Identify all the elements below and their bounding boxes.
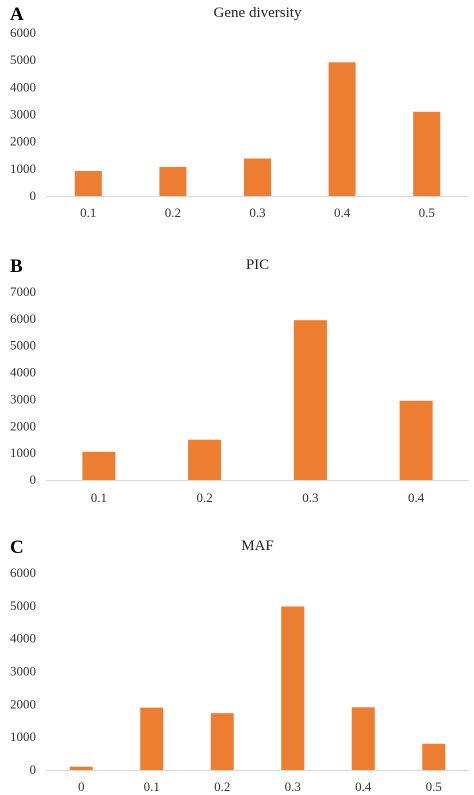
y-tick-label: 4000 [10, 631, 36, 646]
x-tick-label: 0.1 [80, 205, 96, 220]
y-tick-label: 4000 [10, 365, 36, 380]
bar [244, 158, 271, 196]
bar [82, 451, 116, 480]
chart-panel-a: A Gene diversity 0 1000 2000 3000 4000 5000 6000… [10, 4, 469, 220]
y-tick-label: 3000 [10, 107, 36, 122]
y-tick-label: 2000 [10, 134, 36, 149]
bar [159, 166, 187, 196]
x-tick-label: 0.1 [91, 490, 107, 505]
panel-label: C [10, 537, 24, 558]
y-tick-label: 5000 [10, 338, 36, 353]
chart-title: MAF [241, 538, 274, 554]
y-tick-label: 2000 [10, 418, 36, 433]
x-tick-label: 0.3 [285, 779, 301, 794]
x-tick-label: 0.2 [214, 779, 230, 794]
x-tick-label: 0.4 [355, 779, 372, 794]
panel-label: A [10, 4, 24, 25]
chart-title: Gene diversity [214, 5, 302, 21]
y-tick-label: 3000 [10, 664, 36, 679]
y-tick-label: 0 [30, 188, 37, 203]
bar [188, 439, 222, 480]
bar [293, 320, 327, 480]
bar [399, 400, 433, 480]
y-tick-label: 5000 [10, 52, 36, 67]
chart-panel-b: B PIC 0 1000 2000 3000 4000 5000 6000 7000 0.1 0.2 0… [10, 256, 469, 505]
x-tick-label: 0.3 [249, 205, 265, 220]
x-tick-label: 0 [78, 779, 85, 794]
y-tick-label: 1000 [10, 161, 36, 176]
x-tick-label: 0.4 [334, 205, 351, 220]
x-tick-label: 0.5 [419, 205, 435, 220]
y-tick-label: 6000 [10, 565, 36, 580]
bar [328, 62, 356, 197]
y-tick-label: 3000 [10, 391, 36, 406]
bar [413, 111, 441, 196]
y-tick-label: 6000 [10, 25, 36, 40]
x-tick-label: 0.1 [144, 779, 160, 794]
y-tick-label: 1000 [10, 729, 36, 744]
x-tick-label: 0.3 [302, 490, 318, 505]
x-tick-label: 0.4 [408, 490, 425, 505]
chart-panel-c: C MAF 0 1000 2000 3000 4000 5000 6000 0 0.1 0.2 0.3 0… [10, 537, 469, 794]
chart-title: PIC [246, 257, 269, 273]
y-tick-label: 7000 [10, 284, 36, 299]
y-tick-label: 0 [30, 762, 37, 777]
bar [140, 707, 164, 770]
y-tick-label: 0 [30, 472, 37, 487]
bar [351, 707, 375, 770]
y-tick-label: 1000 [10, 445, 36, 460]
y-tick-label: 4000 [10, 79, 36, 94]
panel-label: B [10, 256, 23, 277]
y-tick-label: 5000 [10, 598, 36, 613]
y-tick-label: 6000 [10, 311, 36, 326]
y-tick-label: 2000 [10, 696, 36, 711]
bar [422, 743, 446, 770]
bar [281, 606, 305, 770]
bar [210, 713, 234, 770]
x-tick-label: 0.5 [426, 779, 442, 794]
bar [69, 766, 93, 770]
x-tick-label: 0.2 [165, 205, 181, 220]
bar [74, 171, 102, 196]
x-tick-label: 0.2 [197, 490, 213, 505]
